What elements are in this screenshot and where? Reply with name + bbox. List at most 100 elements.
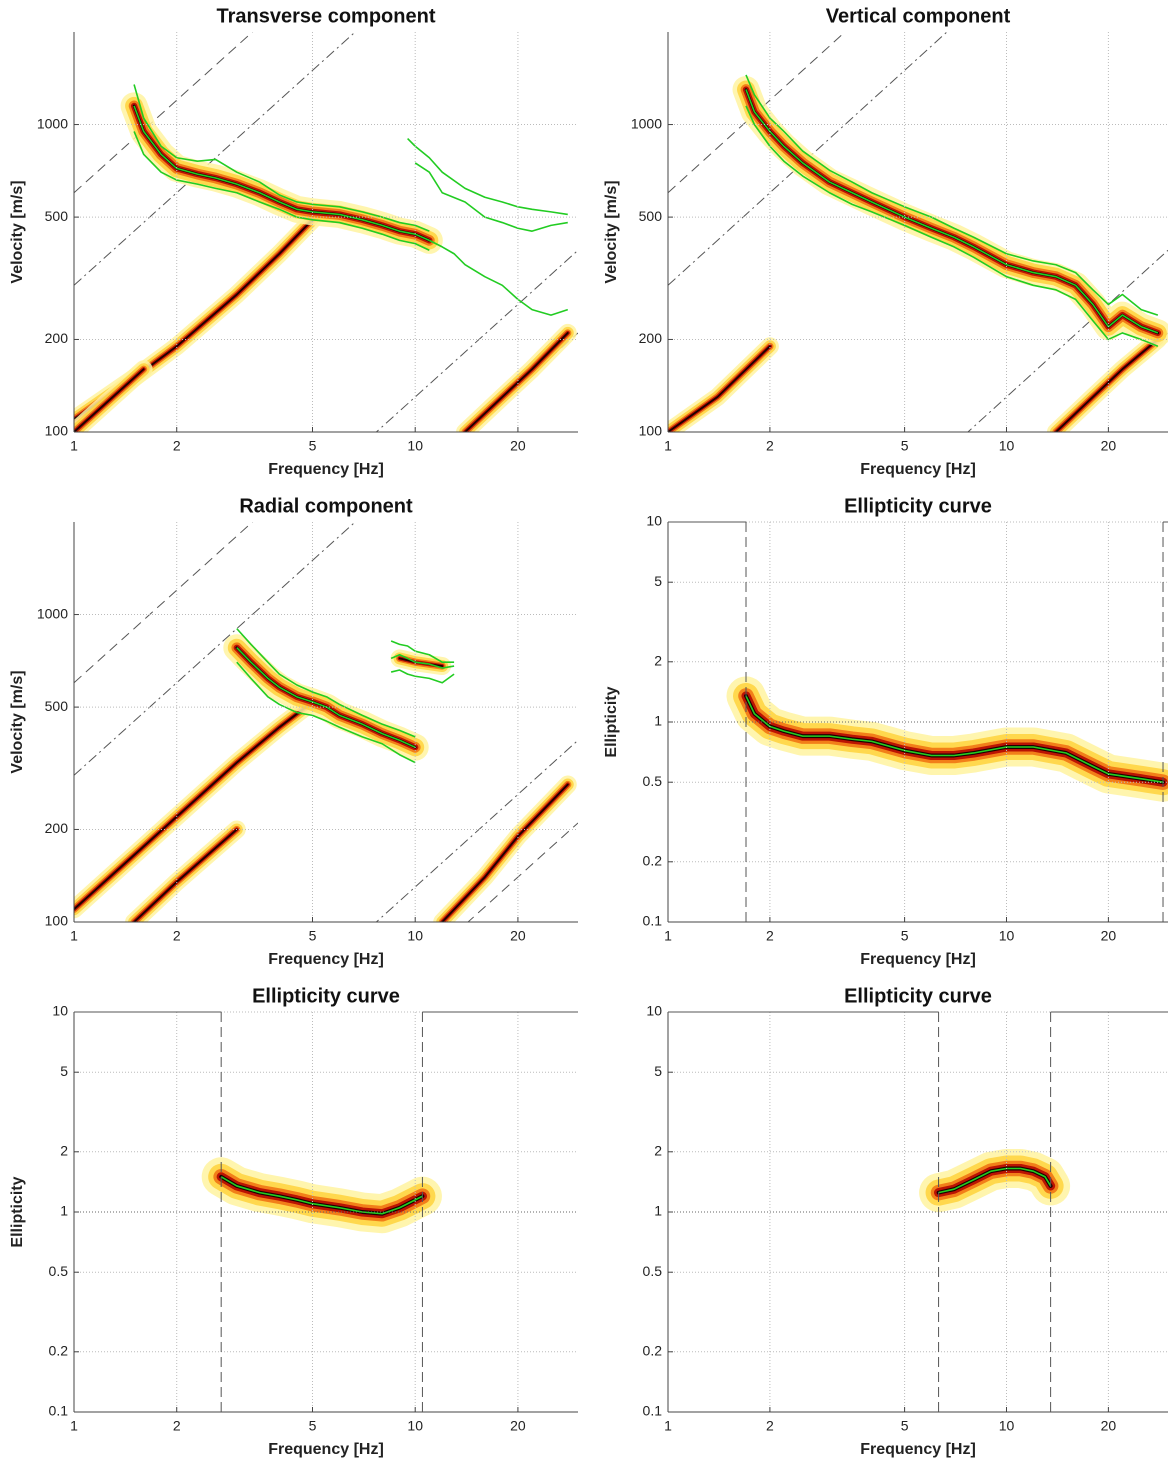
density-ridge: [668, 345, 771, 432]
x-axis-label: Frequency [Hz]: [268, 951, 384, 968]
x-tick-label: 10: [999, 928, 1015, 944]
y-tick-label: 5: [654, 1063, 662, 1079]
y-tick-label: 0.2: [49, 1342, 69, 1358]
wavelength-line: [375, 249, 578, 432]
x-tick-label: 10: [999, 438, 1015, 454]
chart-title: Transverse component: [217, 5, 436, 27]
density-ridge: [464, 332, 569, 432]
wavelength-line: [967, 249, 1168, 432]
plot-area: [74, 32, 578, 432]
x-tick-label: 2: [173, 1418, 181, 1434]
x-axis-label: Frequency [Hz]: [860, 1441, 976, 1458]
density-ridge: [133, 828, 238, 922]
y-tick-label: 500: [45, 208, 69, 224]
y-tick-label: 10: [52, 1003, 68, 1019]
y-tick-label: 10: [646, 1003, 662, 1019]
panel: Radial component Frequency [Hz] Velocity […: [9, 495, 578, 968]
y-tick-label: 100: [45, 913, 69, 929]
y-tick-label: 0.2: [643, 1342, 663, 1358]
wavelength-line: [668, 32, 948, 286]
plot-area: [74, 522, 578, 922]
x-axis-label: Frequency [Hz]: [860, 461, 976, 478]
x-tick-label: 1: [70, 1418, 78, 1434]
curve: [236, 628, 416, 738]
y-tick-label: 0.2: [643, 852, 663, 868]
chart-title: Radial component: [239, 495, 413, 517]
y-tick-label: 0.1: [643, 913, 663, 929]
x-tick-label: 1: [664, 1418, 672, 1434]
density-ridge: [74, 368, 145, 432]
y-tick-label: 2: [654, 1142, 662, 1158]
x-axis-label: Frequency [Hz]: [268, 461, 384, 478]
y-tick-label: 1: [60, 1203, 68, 1219]
x-tick-label: 5: [901, 1418, 909, 1434]
y-axis-label: Velocity [m/s]: [9, 670, 26, 773]
y-tick-label: 200: [45, 330, 69, 346]
x-tick-label: 10: [407, 438, 423, 454]
density-ridge: [74, 700, 314, 911]
y-tick-label: 0.1: [643, 1403, 663, 1419]
y-tick-label: 100: [45, 423, 69, 439]
curve: [236, 647, 416, 749]
panel: Ellipticity curve Frequency [Hz] Elliptici…: [603, 495, 1168, 968]
curve: [133, 84, 430, 232]
panel: Vertical component Frequency [Hz] Velocity…: [603, 5, 1168, 478]
panel: Transverse component Frequency [Hz] Veloci…: [9, 5, 578, 478]
density-ridge: [441, 783, 569, 922]
y-tick-label: 1: [654, 713, 662, 729]
chart-title: Vertical component: [826, 5, 1011, 27]
panel: Ellipticity curve Frequency [Hz] Elliptici…: [9, 985, 578, 1458]
x-tick-label: 10: [407, 928, 423, 944]
y-axis-label: Ellipticity: [9, 1176, 26, 1247]
y-tick-label: 1: [654, 1203, 662, 1219]
x-tick-label: 5: [309, 1418, 317, 1434]
x-tick-label: 2: [766, 438, 774, 454]
x-tick-label: 20: [1101, 438, 1117, 454]
curve: [745, 105, 1159, 348]
y-tick-label: 100: [639, 423, 663, 439]
curve: [390, 669, 455, 684]
curve: [390, 653, 455, 669]
curve: [133, 131, 430, 252]
chart-title: Ellipticity curve: [252, 985, 400, 1007]
curve: [745, 695, 1164, 783]
y-tick-label: 0.1: [49, 1403, 69, 1419]
curve: [236, 661, 416, 764]
density-ridge: [1055, 338, 1159, 432]
curve: [428, 239, 569, 316]
x-tick-label: 1: [664, 438, 672, 454]
x-tick-label: 2: [173, 928, 181, 944]
y-tick-label: 1000: [37, 115, 68, 131]
x-tick-label: 1: [70, 438, 78, 454]
x-tick-label: 5: [309, 928, 317, 944]
plot-area: [726, 676, 1168, 802]
y-tick-label: 5: [60, 1063, 68, 1079]
chart-title: Ellipticity curve: [844, 985, 992, 1007]
curve: [414, 162, 568, 232]
wavelength-line: [467, 822, 578, 922]
x-tick-label: 5: [901, 928, 909, 944]
panel: Ellipticity curve Frequency [Hz] 1 2 5 10 20 0.…: [643, 985, 1168, 1458]
y-tick-label: 5: [654, 573, 662, 589]
x-tick-label: 20: [510, 928, 526, 944]
y-tick-label: 200: [639, 330, 663, 346]
y-tick-label: 500: [45, 698, 69, 714]
x-tick-label: 5: [901, 438, 909, 454]
y-tick-label: 2: [654, 652, 662, 668]
y-tick-label: 1000: [37, 605, 68, 621]
x-tick-label: 20: [510, 1418, 526, 1434]
curve: [745, 89, 1159, 334]
plot-area: [201, 1157, 442, 1234]
x-tick-label: 20: [510, 438, 526, 454]
x-tick-label: 2: [766, 1418, 774, 1434]
chart-title: Ellipticity curve: [844, 495, 992, 517]
x-tick-label: 2: [173, 438, 181, 454]
x-tick-label: 5: [309, 438, 317, 454]
y-tick-label: 0.5: [643, 1263, 663, 1279]
x-tick-label: 10: [999, 1418, 1015, 1434]
y-tick-label: 0.5: [49, 1263, 69, 1279]
x-axis-label: Frequency [Hz]: [860, 951, 976, 968]
x-tick-label: 1: [70, 928, 78, 944]
curve: [133, 105, 430, 242]
